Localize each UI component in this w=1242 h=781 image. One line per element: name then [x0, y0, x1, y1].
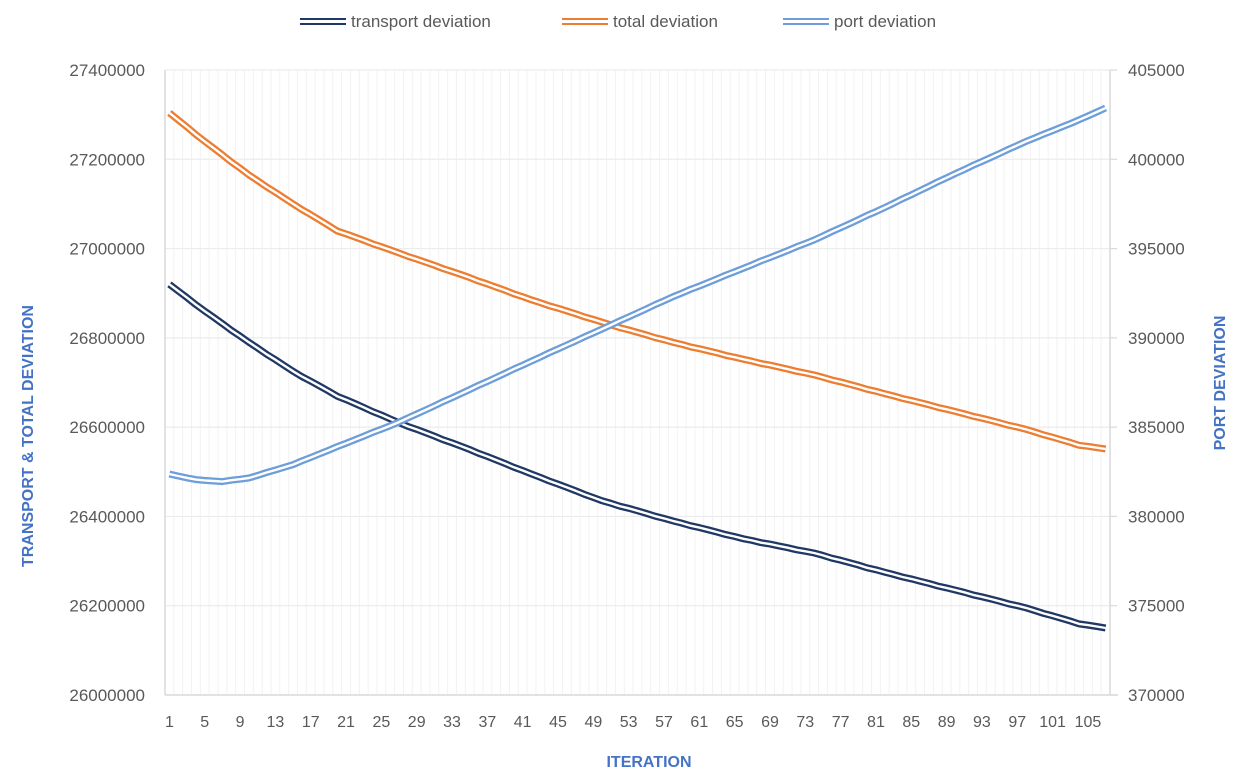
- x-ticks: 1 5 9 13 17 21 25 29 33 37 41 45 49 53 57 61 65 69 73 77 81 8…: [165, 714, 1101, 731]
- horizontal-gridlines: [165, 69, 1110, 607]
- axes: [164, 70, 1118, 696]
- x-tick-label: 85: [902, 714, 920, 731]
- left-y-tick-label: 26000000: [69, 686, 145, 705]
- right-y-tick-label: 375000: [1128, 597, 1185, 616]
- x-tick-label: 25: [372, 714, 390, 731]
- x-tick-label: 65: [726, 714, 744, 731]
- series-total-deviation: [167, 110, 1107, 453]
- legend-item-port: port deviation: [783, 12, 936, 31]
- legend-item-transport: transport deviation: [300, 12, 491, 31]
- x-tick-label: 17: [302, 714, 320, 731]
- x-tick-label: 21: [337, 714, 355, 731]
- x-tick-label: 97: [1008, 714, 1026, 731]
- left-y-axis-title: TRANSPORT & TOTAL DEVIATION: [20, 305, 37, 567]
- legend-label-port: port deviation: [834, 12, 936, 31]
- x-tick-label: 9: [236, 714, 245, 731]
- series-line-inner: [169, 106, 1107, 483]
- x-tick-label: 41: [514, 714, 532, 731]
- left-y-tick-label: 26800000: [69, 329, 145, 348]
- x-tick-label: 93: [973, 714, 991, 731]
- x-tick-label: 5: [200, 714, 209, 731]
- right-y-tick-label: 380000: [1128, 507, 1185, 526]
- x-tick-label: 61: [690, 714, 708, 731]
- series-line-inner: [168, 111, 1106, 451]
- x-tick-label: 13: [266, 714, 284, 731]
- left-y-ticks: 26000000 26200000 26400000 26600000 26800000…: [69, 61, 145, 705]
- series-line-outer: [167, 110, 1107, 453]
- x-tick-label: 33: [443, 714, 461, 731]
- x-tick-label: 77: [832, 714, 850, 731]
- x-axis-title: ITERATION: [606, 754, 691, 771]
- legend-label-transport: transport deviation: [351, 12, 491, 31]
- right-y-tick-label: 385000: [1128, 418, 1185, 437]
- vertical-gridlines: [173, 70, 1102, 695]
- x-tick-label: 45: [549, 714, 567, 731]
- x-tick-label: 57: [655, 714, 673, 731]
- right-y-ticks: 370000 375000 380000 385000 390000 395000 4000…: [1110, 61, 1185, 705]
- x-tick-label: 29: [408, 714, 426, 731]
- legend: transport deviation total deviation port…: [300, 12, 936, 31]
- series-line-inner: [168, 283, 1106, 630]
- x-tick-label: 53: [620, 714, 638, 731]
- left-y-tick-label: 27200000: [69, 150, 145, 169]
- x-tick-label: 49: [584, 714, 602, 731]
- right-y-tick-label: 390000: [1128, 329, 1185, 348]
- x-tick-label: 69: [761, 714, 779, 731]
- left-y-tick-label: 26400000: [69, 507, 145, 526]
- left-y-tick-label: 26600000: [69, 418, 145, 437]
- left-y-tick-label: 26200000: [69, 597, 145, 616]
- left-y-tick-label: 27400000: [69, 61, 145, 80]
- x-tick-label: 81: [867, 714, 885, 731]
- legend-label-total: total deviation: [613, 12, 718, 31]
- x-tick-label: 105: [1075, 714, 1102, 731]
- series-port-deviation: [168, 104, 1108, 486]
- x-tick-label: 1: [165, 714, 174, 731]
- right-y-tick-label: 405000: [1128, 61, 1185, 80]
- x-tick-label: 89: [938, 714, 956, 731]
- series-lines: [167, 104, 1108, 632]
- x-tick-label: 73: [796, 714, 814, 731]
- series-line-outer: [168, 104, 1108, 486]
- left-y-tick-label: 27000000: [69, 240, 145, 259]
- x-tick-label: 37: [478, 714, 496, 731]
- legend-item-total: total deviation: [562, 12, 718, 31]
- right-y-tick-label: 400000: [1128, 150, 1185, 169]
- right-y-tick-label: 395000: [1128, 240, 1185, 259]
- right-y-axis-title: PORT DEVIATION: [1212, 316, 1229, 451]
- right-y-tick-label: 370000: [1128, 686, 1185, 705]
- series-transport-deviation: [167, 281, 1107, 632]
- x-tick-label: 101: [1039, 714, 1066, 731]
